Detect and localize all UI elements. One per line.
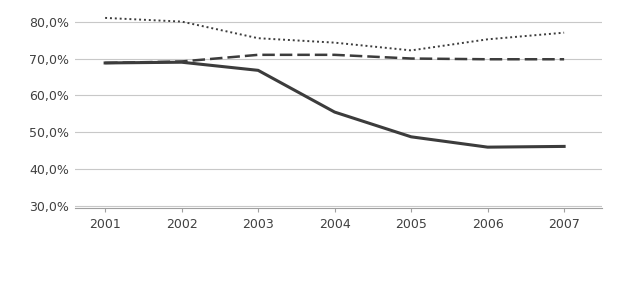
- Legend: AC, A, B: AC, A, B: [250, 283, 427, 289]
